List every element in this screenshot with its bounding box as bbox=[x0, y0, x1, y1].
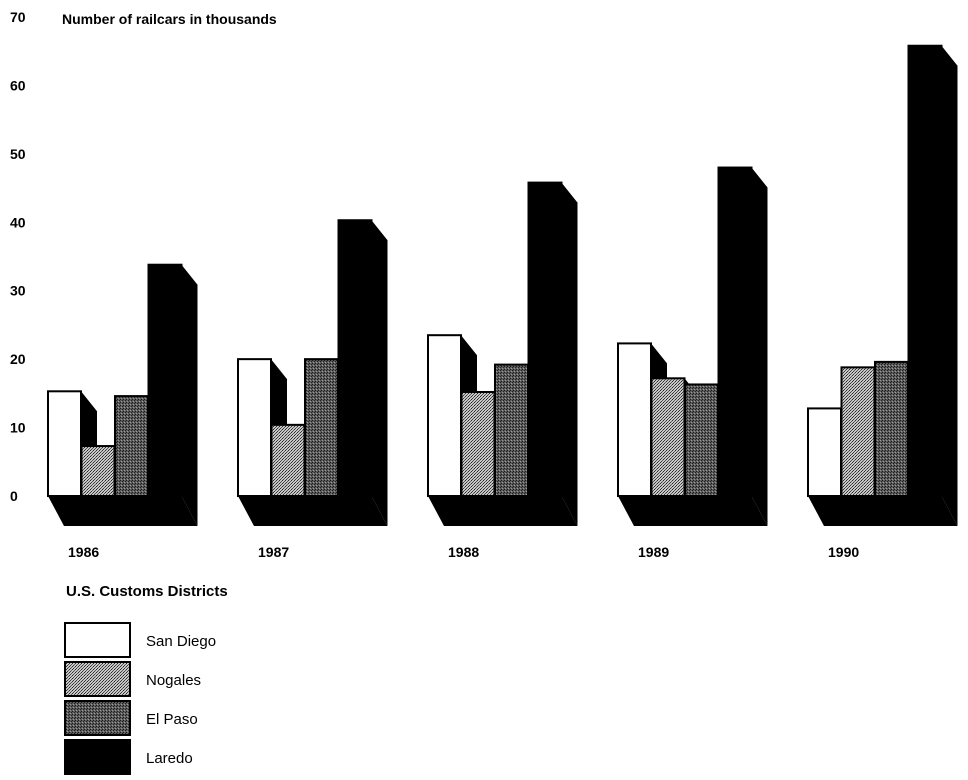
bar-laredo-1988 bbox=[527, 181, 578, 526]
x-tick-label: 1988 bbox=[448, 544, 479, 560]
bar-front bbox=[80, 445, 116, 498]
x-axis-label: U.S. Customs Districts bbox=[66, 583, 228, 600]
legend-item-el-paso: El Paso bbox=[64, 700, 198, 736]
bar-front bbox=[304, 358, 339, 497]
legend-swatch bbox=[64, 622, 131, 658]
x-tick-label: 1986 bbox=[68, 544, 99, 560]
bar-side bbox=[181, 264, 198, 526]
y-tick-label: 10 bbox=[10, 420, 26, 436]
bar-front bbox=[874, 360, 909, 497]
legend-label: Laredo bbox=[146, 750, 193, 767]
bar-side bbox=[941, 45, 958, 527]
bar-front bbox=[337, 219, 373, 498]
x-axis-ticks: 1986 1987 1988 1989 1990 bbox=[68, 544, 859, 560]
x-tick-label: 1987 bbox=[258, 544, 289, 560]
bar-front bbox=[460, 390, 496, 498]
legend-item-laredo: Laredo bbox=[64, 739, 193, 775]
bar-side bbox=[561, 182, 578, 526]
bar-front bbox=[684, 383, 719, 497]
legend-swatch bbox=[64, 739, 131, 775]
bar-group-1988 bbox=[427, 181, 578, 526]
legend-swatch bbox=[64, 661, 131, 697]
bar-front bbox=[494, 363, 529, 498]
y-tick-label: 70 bbox=[10, 9, 26, 25]
bar-front bbox=[617, 342, 652, 498]
y-axis-ticks: 0 10 20 30 40 50 60 70 bbox=[10, 9, 26, 504]
bar-side bbox=[751, 167, 768, 527]
bar-group-1990 bbox=[807, 44, 958, 527]
bars-layer bbox=[47, 44, 958, 527]
bar-front bbox=[237, 358, 272, 497]
bar-front bbox=[270, 423, 306, 497]
legend-label: San Diego bbox=[146, 633, 216, 650]
y-tick-label: 60 bbox=[10, 77, 26, 93]
bar-laredo-1986 bbox=[147, 263, 198, 526]
bar-group-1989 bbox=[617, 166, 768, 527]
bar-front bbox=[114, 395, 149, 498]
legend-item-san-diego: San Diego bbox=[64, 622, 216, 658]
bar-front bbox=[840, 366, 876, 497]
bar-front bbox=[427, 334, 462, 498]
y-tick-label: 20 bbox=[10, 351, 26, 367]
bar-front bbox=[47, 390, 82, 498]
bar-front bbox=[650, 377, 686, 497]
bar-group-1987 bbox=[237, 219, 388, 527]
y-tick-label: 40 bbox=[10, 214, 26, 230]
bar-laredo-1989 bbox=[717, 166, 768, 527]
legend: San Diego Nogales El Paso Laredo bbox=[64, 622, 216, 775]
bar-laredo-1990 bbox=[907, 44, 958, 527]
legend-swatch bbox=[64, 700, 131, 736]
bar-front bbox=[147, 263, 183, 497]
x-tick-label: 1989 bbox=[638, 544, 669, 560]
x-tick-label: 1990 bbox=[828, 544, 859, 560]
y-tick-label: 50 bbox=[10, 146, 26, 162]
bar-laredo-1987 bbox=[337, 219, 388, 527]
bar-group-1986 bbox=[47, 263, 198, 526]
bar-front bbox=[907, 44, 943, 498]
legend-label: Nogales bbox=[146, 672, 201, 689]
legend-label: El Paso bbox=[146, 711, 198, 728]
legend-item-nogales: Nogales bbox=[64, 661, 201, 697]
bar-front bbox=[527, 181, 563, 497]
bar-side bbox=[371, 220, 388, 527]
y-tick-label: 30 bbox=[10, 283, 26, 299]
y-tick-label: 0 bbox=[10, 488, 18, 504]
bar-front bbox=[807, 407, 842, 498]
bar-front bbox=[717, 166, 753, 498]
chart-title: Number of railcars in thousands bbox=[62, 11, 277, 27]
